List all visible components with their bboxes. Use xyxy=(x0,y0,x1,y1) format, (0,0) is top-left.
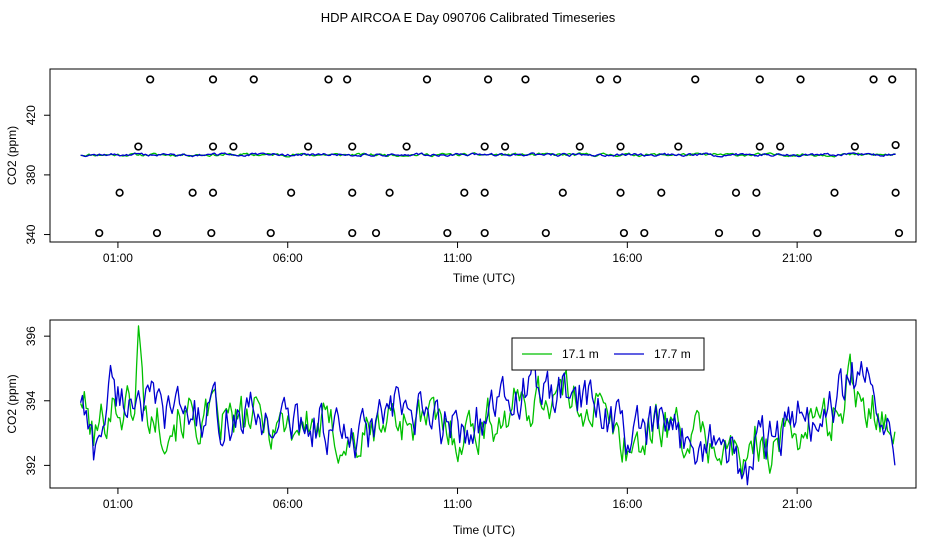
top-axes: 01:00 06:00 11:00 16:00 21:00 340 380 420 xyxy=(24,105,812,265)
top-plot-frame xyxy=(49,68,917,243)
y-tick-label: 340 xyxy=(24,224,38,244)
calibration-point xyxy=(776,142,785,151)
calibration-point xyxy=(229,142,238,151)
top-panel: 01:00 06:00 11:00 16:00 21:00 340 380 420 Time … xyxy=(5,68,917,285)
calibration-point xyxy=(443,228,452,238)
calibration-point xyxy=(616,142,625,151)
x-tick-label: 16:00 xyxy=(612,497,642,511)
calibration-point xyxy=(95,228,104,238)
x-tick-label: 21:00 xyxy=(782,497,812,511)
calibration-point xyxy=(348,188,357,197)
calibration-point xyxy=(596,75,605,84)
top-series-layer xyxy=(80,75,904,238)
calibration-point xyxy=(575,142,584,151)
calibration-point xyxy=(869,75,878,84)
calibration-point xyxy=(691,75,700,84)
calibration-point xyxy=(348,228,357,238)
calibration-point xyxy=(422,75,432,84)
calibration-point xyxy=(348,142,357,151)
calibration-point xyxy=(640,228,649,238)
calibration-point xyxy=(752,228,761,238)
calibration-point xyxy=(460,188,469,197)
calibration-point xyxy=(207,228,216,238)
calibration-point xyxy=(541,228,550,238)
calibration-point xyxy=(483,75,493,84)
bottom-series-layer xyxy=(79,325,896,486)
calibration-point xyxy=(480,188,489,197)
calibration-point xyxy=(796,75,805,84)
bottom-series-line-17-1-m xyxy=(79,325,896,477)
y-tick-label: 396 xyxy=(24,326,38,346)
legend-label-17-1m: 17.1 m xyxy=(562,347,599,361)
x-tick-label: 01:00 xyxy=(103,497,133,511)
bottom-panel: 01:00 06:00 11:00 16:00 21:00 392 394 396 Time … xyxy=(5,319,917,537)
calibration-point xyxy=(891,188,900,197)
calibration-point xyxy=(619,228,629,238)
calibration-point xyxy=(208,75,218,84)
calibration-point xyxy=(558,188,567,197)
x-tick-label: 21:00 xyxy=(782,251,812,265)
x-tick-label: 06:00 xyxy=(273,251,303,265)
bottom-series-line-17-7-m xyxy=(79,356,896,486)
calibration-point xyxy=(613,75,622,84)
calibration-point xyxy=(830,188,839,197)
calibration-point xyxy=(888,75,897,84)
calibration-point xyxy=(343,75,352,84)
top-y-axis-label: CO2 (ppm) xyxy=(5,126,19,185)
calibration-point xyxy=(287,188,296,197)
calibration-point xyxy=(115,188,124,197)
y-tick-label: 420 xyxy=(24,105,38,125)
calibration-point xyxy=(891,140,900,150)
calibration-point xyxy=(188,188,197,197)
y-tick-label: 392 xyxy=(24,455,38,475)
calibration-point xyxy=(371,228,381,238)
figure-title: HDP AIRCOA E Day 090706 Calibrated Times… xyxy=(321,10,616,25)
calibration-point xyxy=(616,188,625,197)
calibration-point xyxy=(480,142,489,151)
x-tick-label: 11:00 xyxy=(443,251,472,265)
x-tick-label: 11:00 xyxy=(443,497,472,511)
calibration-point xyxy=(480,228,489,238)
calibration-point xyxy=(385,188,394,197)
calibration-point xyxy=(755,75,764,84)
calibration-point xyxy=(894,228,904,238)
calibration-point xyxy=(731,188,741,197)
calibration-point xyxy=(152,228,162,238)
calibration-point xyxy=(208,142,218,151)
bottom-axes: 01:00 06:00 11:00 16:00 21:00 392 394 396 xyxy=(24,326,812,511)
calibration-point xyxy=(249,75,258,84)
y-tick-label: 394 xyxy=(24,390,38,410)
calibration-point xyxy=(813,228,822,238)
calibration-point xyxy=(752,188,761,197)
calibration-point xyxy=(266,228,275,238)
calibration-point xyxy=(402,142,411,151)
top-series-line-17-7-m xyxy=(80,152,896,158)
calibration-point xyxy=(755,142,764,151)
x-tick-label: 01:00 xyxy=(103,251,133,265)
bottom-y-axis-label: CO2 (ppm) xyxy=(5,374,19,433)
x-tick-label: 16:00 xyxy=(612,251,642,265)
x-tick-label: 06:00 xyxy=(273,497,303,511)
legend-label-17-7m: 17.7 m xyxy=(654,347,691,361)
calibration-point xyxy=(146,75,155,84)
calibration-point xyxy=(714,228,724,238)
calibration-point xyxy=(324,75,333,84)
top-x-axis-label: Time (UTC) xyxy=(453,271,515,285)
calibration-point xyxy=(674,142,683,151)
calibration-point xyxy=(208,188,218,197)
calibration-point xyxy=(657,188,666,197)
y-tick-label: 380 xyxy=(24,165,38,185)
bottom-x-axis-label: Time (UTC) xyxy=(453,523,515,537)
calibration-point xyxy=(304,142,313,151)
calibration-point xyxy=(134,142,143,151)
bottom-plot-frame xyxy=(49,319,917,489)
calibration-point xyxy=(500,142,510,151)
calibration-point xyxy=(521,75,530,84)
legend: 17.1 m 17.7 m xyxy=(511,337,705,371)
calibration-point xyxy=(850,142,859,151)
